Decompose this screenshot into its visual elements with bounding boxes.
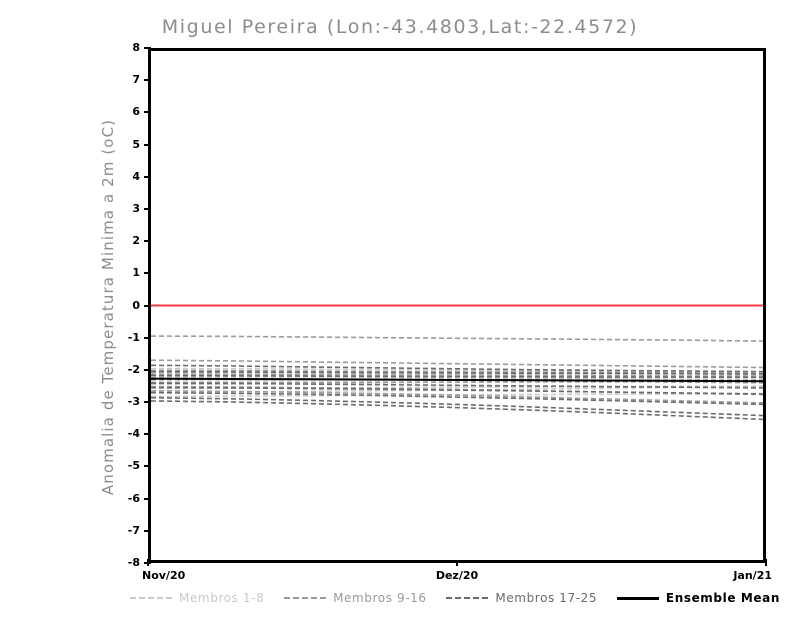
y-tick-mark [144, 207, 151, 210]
member-line [151, 401, 763, 419]
member-line [151, 360, 763, 367]
y-tick-label: 7 [132, 73, 140, 87]
y-tick-mark [144, 336, 151, 339]
member-line [151, 386, 763, 388]
y-tick-label: 1 [132, 266, 140, 280]
y-tick-mark [144, 401, 151, 404]
y-tick-mark [144, 368, 151, 371]
legend-swatch-dashed [446, 597, 489, 599]
y-tick-mark [144, 272, 151, 275]
member-line [151, 370, 763, 373]
y-tick-mark [144, 465, 151, 468]
y-tick-mark [144, 240, 151, 243]
legend-item[interactable]: Membros 17-25 [446, 591, 597, 605]
legend-label: Ensemble Mean [665, 591, 780, 605]
y-tick-mark [144, 529, 151, 532]
plot-area [148, 48, 766, 563]
x-tick-label: Jan/21 [733, 569, 772, 582]
member-line [151, 383, 763, 388]
x-tick-label: Dez/20 [435, 569, 479, 582]
member-line [151, 391, 763, 403]
page-title: Miguel Pereira (Lon:-43.4803,Lat:-22.457… [161, 16, 639, 38]
ensemble-mean-line [151, 379, 763, 382]
y-tick-label: -6 [127, 491, 140, 505]
legend-label: Membros 9-16 [333, 591, 427, 605]
y-tick-mark [144, 143, 151, 146]
y-tick-label: 6 [132, 105, 140, 119]
plot-canvas [151, 51, 763, 560]
y-tick-label: -5 [127, 459, 140, 473]
member-line [151, 381, 763, 382]
member-line [151, 377, 763, 380]
y-tick-label: -8 [127, 556, 140, 569]
member-line [151, 398, 763, 416]
member-line [151, 368, 763, 371]
y-tick-mark [144, 175, 151, 178]
y-tick-label: -7 [127, 523, 140, 537]
legend-swatch-dashed [284, 597, 327, 599]
y-tick-label: 2 [132, 234, 140, 248]
y-tick-label: 8 [132, 41, 140, 54]
legend-label: Membros 1-8 [179, 591, 265, 605]
y-tick-mark [144, 497, 151, 500]
y-tick-label: -3 [127, 395, 140, 409]
y-tick-label: 3 [132, 201, 140, 215]
member-line [151, 372, 763, 375]
x-tick-mark [765, 559, 767, 566]
member-line [151, 388, 763, 394]
legend-item[interactable]: Membros 9-16 [284, 591, 427, 605]
member-line [151, 365, 763, 371]
member-line [151, 374, 763, 376]
member-line [151, 372, 763, 374]
legend-item[interactable]: Ensemble Mean [616, 591, 780, 605]
legend-label: Membros 17-25 [495, 591, 598, 605]
legend-swatch-dashed [130, 597, 172, 599]
x-tick-label: Nov/20 [142, 569, 186, 582]
y-tick-mark [144, 304, 151, 307]
y-tick-label: -2 [127, 362, 140, 376]
y-tick-mark [144, 47, 151, 49]
member-line [151, 393, 763, 405]
legend-swatch-solid [616, 596, 659, 600]
y-tick-label: 5 [132, 137, 140, 151]
member-line [151, 375, 763, 377]
legend-item[interactable]: Membros 1-8 [130, 591, 264, 605]
y-tick-label: 4 [132, 169, 140, 183]
y-tick-mark [144, 79, 151, 82]
y-tick-mark [144, 433, 151, 436]
chart-legend: Membros 1-8 Membros 9-16 Membros 17-25 Ense… [130, 588, 780, 608]
member-line [151, 336, 763, 341]
y-tick-mark [144, 111, 151, 114]
y-tick-label: -1 [127, 330, 140, 344]
y-tick-label: 0 [132, 298, 140, 312]
y-tick-label: -4 [127, 427, 140, 441]
